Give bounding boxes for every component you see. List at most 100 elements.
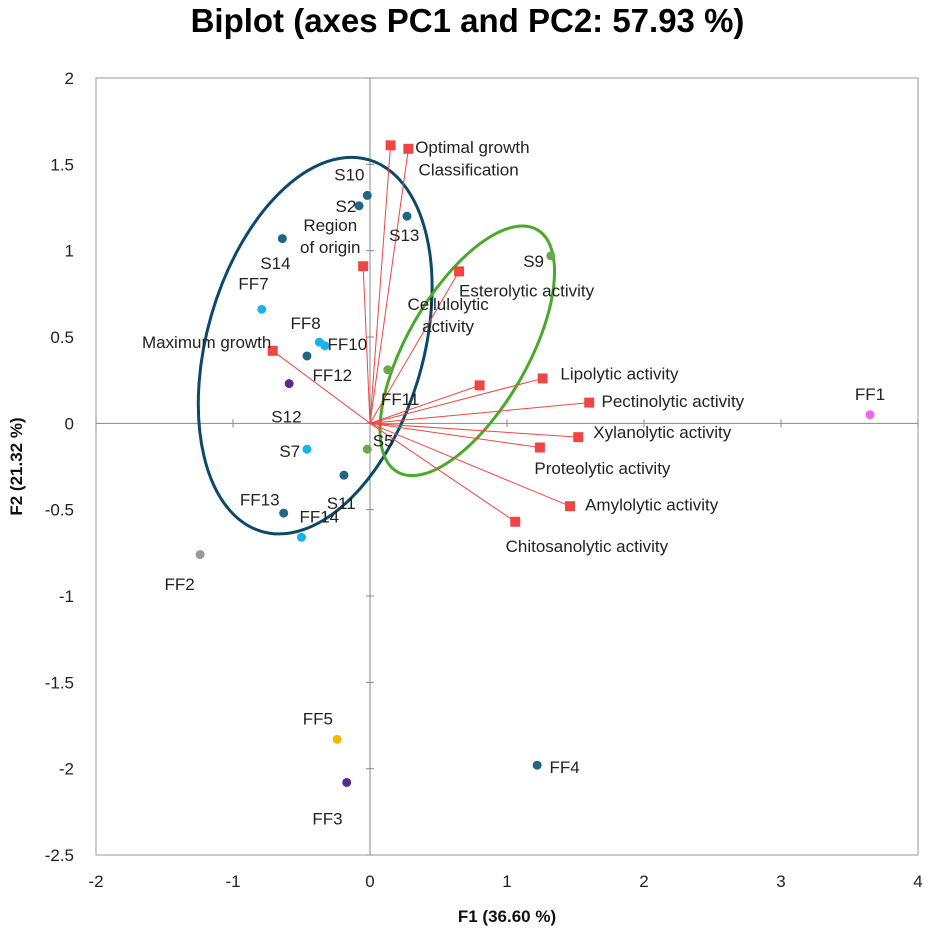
- observation-point: [277, 234, 287, 244]
- observation-point: [302, 351, 312, 361]
- y-axis-title: F2 (21.32 %): [7, 417, 26, 515]
- observation-point: [383, 365, 393, 375]
- observation-label: S14: [260, 254, 290, 273]
- observation-label: FF8: [290, 314, 320, 333]
- variable-label: Esterolytic activity: [459, 281, 595, 300]
- variable-marker: [358, 261, 369, 272]
- variable-label: Classification: [419, 161, 519, 180]
- chart-title: Biplot (axes PC1 and PC2: 57.93 %): [190, 2, 745, 39]
- observation-points: [195, 140, 875, 787]
- vector-line: [362, 266, 371, 424]
- variable-label: Optimal growth: [415, 138, 529, 157]
- variable-marker: [534, 442, 545, 453]
- vector-line: [369, 422, 540, 449]
- observation-point: [532, 760, 542, 770]
- observation-point: [257, 304, 267, 314]
- y-tick-label: 0.5: [50, 328, 74, 347]
- variable-vectors: [272, 145, 590, 523]
- observation-label: FF12: [312, 366, 352, 385]
- observation-label: S11: [327, 494, 356, 513]
- x-tick-label: 1: [502, 872, 511, 891]
- y-tick-label: -0.5: [45, 501, 74, 520]
- y-tick-label: -1.5: [45, 673, 74, 692]
- observation-point: [362, 444, 372, 454]
- variable-label: Amylolytic activity: [585, 495, 719, 514]
- observation-label: S12: [271, 407, 301, 426]
- observation-label: FF2: [164, 575, 194, 594]
- vector-line: [369, 422, 516, 523]
- observation-point: [284, 379, 294, 389]
- vector-line: [369, 422, 579, 438]
- variable-marker: [584, 397, 595, 408]
- x-tick-label: 2: [639, 872, 648, 891]
- x-tick-label: 3: [776, 872, 785, 891]
- vector-line: [369, 148, 409, 424]
- vector-line: [369, 271, 460, 424]
- variable-label: Proteolytic activity: [534, 459, 671, 478]
- variable-marker: [565, 501, 576, 512]
- observation-point: [342, 777, 352, 787]
- observation-point: [302, 444, 312, 454]
- observation-label: S5: [373, 432, 394, 451]
- variable-label: Pectinolytic activity: [602, 392, 745, 411]
- vector-line: [369, 402, 590, 424]
- observation-label: S10: [334, 166, 364, 185]
- ellipse-green-group: [378, 224, 557, 478]
- observation-label: FF1: [855, 385, 885, 404]
- y-tick-label: 1.5: [50, 155, 74, 174]
- observation-point: [279, 508, 289, 518]
- observation-point: [339, 470, 349, 480]
- y-tick-label: 0: [65, 414, 74, 433]
- plot-frame: [95, 77, 919, 856]
- y-tick-label: -2.5: [45, 846, 74, 865]
- x-tick-label: 0: [365, 872, 374, 891]
- observation-point: [195, 550, 205, 560]
- x-tick-label: 4: [913, 872, 922, 891]
- variable-label: Region of origin: [300, 216, 360, 257]
- observation-label: FF10: [328, 335, 368, 354]
- y-tick-label: 2: [65, 69, 74, 88]
- observation-label: S9: [523, 252, 544, 271]
- observation-label: S2: [336, 197, 357, 216]
- observation-point: [297, 532, 306, 542]
- vector-line: [369, 384, 480, 424]
- observation-point: [865, 410, 875, 420]
- group-ellipses: [196, 155, 557, 536]
- y-tick-label: -2: [59, 760, 74, 779]
- variable-label: Maximum growth: [142, 333, 271, 352]
- observation-point: [320, 341, 330, 351]
- observation-label: S7: [279, 442, 300, 461]
- variable-label: Xylanolytic activity: [593, 423, 731, 442]
- vector-line: [369, 377, 543, 424]
- observation-label: FF5: [303, 710, 333, 729]
- variable-label: Chitosanolytic activity: [506, 537, 669, 556]
- point-labels: Classification Optimal growth Region of ori…: [142, 138, 885, 829]
- variable-marker: [267, 345, 278, 356]
- variable-marker: [403, 143, 414, 154]
- y-tick-label: -1: [59, 587, 74, 606]
- vector-line: [369, 422, 571, 507]
- observation-label: FF3: [312, 810, 342, 829]
- variable-marker: [537, 373, 548, 384]
- variable-marker: [573, 432, 584, 443]
- observation-point: [332, 734, 342, 744]
- variable-marker: [385, 140, 396, 151]
- variable-marker: [474, 380, 485, 391]
- ellipse-blue-group: [196, 155, 434, 536]
- x-tick-label: -1: [225, 872, 240, 891]
- observation-label: FF14: [299, 508, 339, 527]
- x-axis-title: F1 (36.60 %): [458, 907, 556, 926]
- vector-line: [369, 145, 392, 424]
- observation-point: [354, 201, 364, 211]
- observation-label: FF13: [240, 490, 280, 509]
- observation-label: FF7: [238, 274, 268, 293]
- y-tick-label: 1: [65, 242, 74, 261]
- vector-line: [272, 350, 371, 424]
- observation-label: FF4: [549, 758, 579, 777]
- variable-label: Lipolytic activity: [560, 364, 679, 383]
- variable-marker: [510, 516, 521, 527]
- axes: -2 -1 0 1 2 3 4 -2.5 -2 -1.5 -1 -0.5 0 0.5 1 1.5 2 F1 (36…: [7, 69, 923, 926]
- observation-label: S13: [389, 226, 419, 245]
- observation-label: FF11: [381, 390, 419, 409]
